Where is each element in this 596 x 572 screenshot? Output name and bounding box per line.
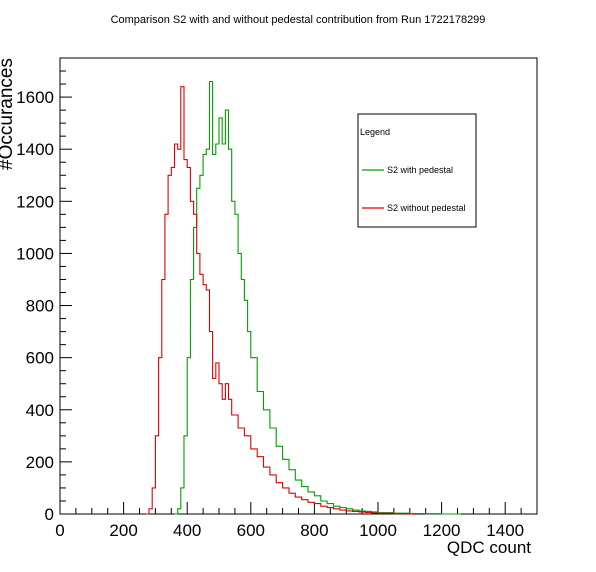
y-tick-label: 1200 (16, 192, 54, 211)
legend-title: Legend (360, 127, 390, 137)
y-axis-label: #Occurances (0, 58, 17, 170)
x-tick-label: 0 (55, 521, 64, 540)
x-tick-label: 1200 (423, 521, 461, 540)
x-axis: 0 200 400 600 800 1000 1200 1400 (55, 502, 538, 540)
y-tick-label: 800 (26, 297, 54, 316)
y-tick-label: 1600 (16, 88, 54, 107)
x-tick-label: 400 (173, 521, 201, 540)
y-tick-label: 400 (26, 401, 54, 420)
legend-label-with-pedestal: S2 with pedestal (387, 165, 453, 175)
y-tick-label: 0 (45, 505, 54, 524)
y-axis: 0 200 400 600 800 1000 1200 1400 1600 (16, 57, 72, 524)
y-tick-label: 1400 (16, 140, 54, 159)
x-axis-label: QDC count (447, 538, 531, 557)
legend: Legend S2 with pedestal S2 without pedes… (357, 113, 477, 228)
x-tick-label: 1400 (486, 521, 524, 540)
chart-title: Comparison S2 with and without pedestal … (111, 14, 486, 26)
x-tick-label: 200 (109, 521, 137, 540)
legend-label-without-pedestal: S2 without pedestal (387, 203, 466, 213)
series-line-without-pedestal (145, 86, 413, 515)
x-tick-label: 1000 (359, 521, 397, 540)
series-layer (145, 80, 461, 515)
series-line-with-pedestal (174, 80, 461, 515)
y-tick-label: 200 (26, 453, 54, 472)
y-tick-label: 600 (26, 349, 54, 368)
x-tick-label: 600 (237, 521, 265, 540)
y-tick-label: 1000 (16, 244, 54, 263)
x-tick-label: 800 (300, 521, 328, 540)
